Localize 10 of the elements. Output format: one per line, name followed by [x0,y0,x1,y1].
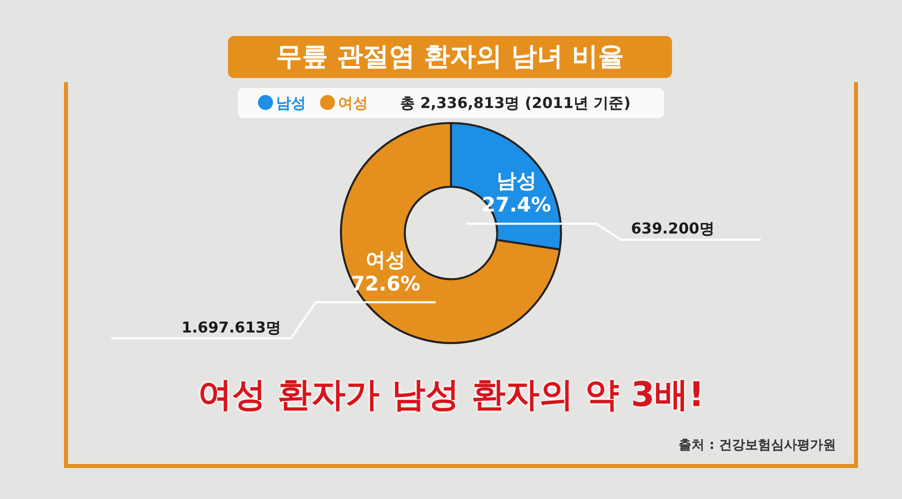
chart-title: 무릎 관절염 환자의 남녀 비율 [228,36,672,78]
text: 여성 환자가 남성 환자의 약 3배! [196,374,706,417]
text: 1.697.613명 [182,318,281,336]
source-note: 출처 : 건강보험심사평가원 [678,437,836,454]
slice-label: 남성 [496,168,536,193]
chart-subtitle: 총 2,336,813명 (2011년 기준) [400,94,631,112]
slice-label: 여성 [366,247,406,272]
text: 639.200명 [631,220,714,238]
legend-label: 여성 [338,94,368,112]
legend-label: 남성 [276,94,306,112]
